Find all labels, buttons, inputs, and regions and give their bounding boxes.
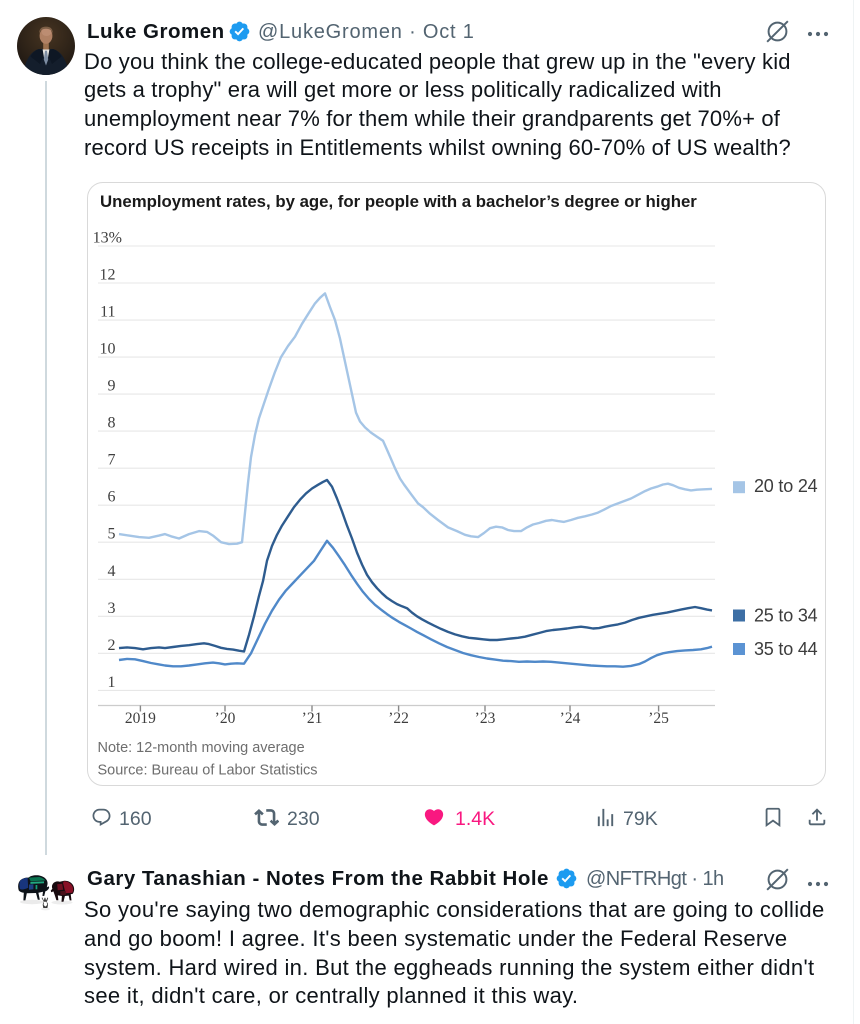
svg-text:Source: Bureau of Labor Statis: Source: Bureau of Labor Statistics — [98, 763, 318, 779]
svg-text:10: 10 — [100, 341, 116, 358]
svg-text:8: 8 — [108, 415, 116, 432]
svg-text:20 to 24: 20 to 24 — [754, 476, 818, 496]
svg-text:’25: ’25 — [648, 710, 669, 727]
svg-text:’23: ’23 — [475, 710, 496, 727]
svg-text:11: 11 — [100, 304, 115, 321]
svg-text:Note: 12-month moving average: Note: 12-month moving average — [98, 740, 305, 756]
svg-text:2: 2 — [108, 637, 116, 654]
svg-text:9: 9 — [108, 378, 116, 395]
svg-text:1: 1 — [108, 674, 116, 691]
svg-text:4: 4 — [108, 563, 116, 580]
svg-text:7: 7 — [108, 452, 116, 469]
svg-text:’21: ’21 — [302, 710, 323, 727]
svg-text:25 to 34: 25 to 34 — [754, 606, 818, 626]
svg-text:5: 5 — [108, 526, 116, 543]
svg-text:3: 3 — [108, 600, 116, 617]
svg-text:’20: ’20 — [215, 710, 236, 727]
svg-text:35 to 44: 35 to 44 — [754, 639, 818, 659]
svg-text:13%: 13% — [93, 230, 122, 247]
svg-text:12: 12 — [100, 267, 116, 284]
svg-text:2019: 2019 — [125, 710, 156, 727]
svg-text:’24: ’24 — [560, 710, 581, 727]
svg-text:6: 6 — [108, 489, 116, 506]
svg-text:’22: ’22 — [388, 710, 409, 727]
svg-text:Unemployment rates, by age, fo: Unemployment rates, by age, for people w… — [100, 192, 697, 211]
